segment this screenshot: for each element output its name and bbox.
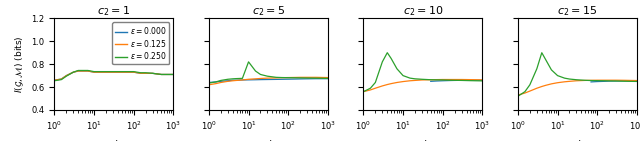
X-axis label: $d$: $d$	[109, 138, 118, 141]
Title: $c_2 = 10$: $c_2 = 10$	[403, 5, 443, 18]
Title: $c_2 = 15$: $c_2 = 15$	[557, 5, 597, 18]
X-axis label: $d$: $d$	[419, 138, 427, 141]
X-axis label: $d$: $d$	[264, 138, 273, 141]
Legend: $\epsilon = 0.000$, $\epsilon = 0.125$, $\epsilon = 0.250$: $\epsilon = 0.000$, $\epsilon = 0.125$, …	[112, 22, 170, 64]
X-axis label: $d$: $d$	[573, 138, 582, 141]
Title: $c_2 = 5$: $c_2 = 5$	[252, 5, 285, 18]
Title: $c_2 = 1$: $c_2 = 1$	[97, 5, 131, 18]
Y-axis label: $I(\mathcal{G}, \mathcal{M})$ (bits): $I(\mathcal{G}, \mathcal{M})$ (bits)	[13, 35, 26, 93]
